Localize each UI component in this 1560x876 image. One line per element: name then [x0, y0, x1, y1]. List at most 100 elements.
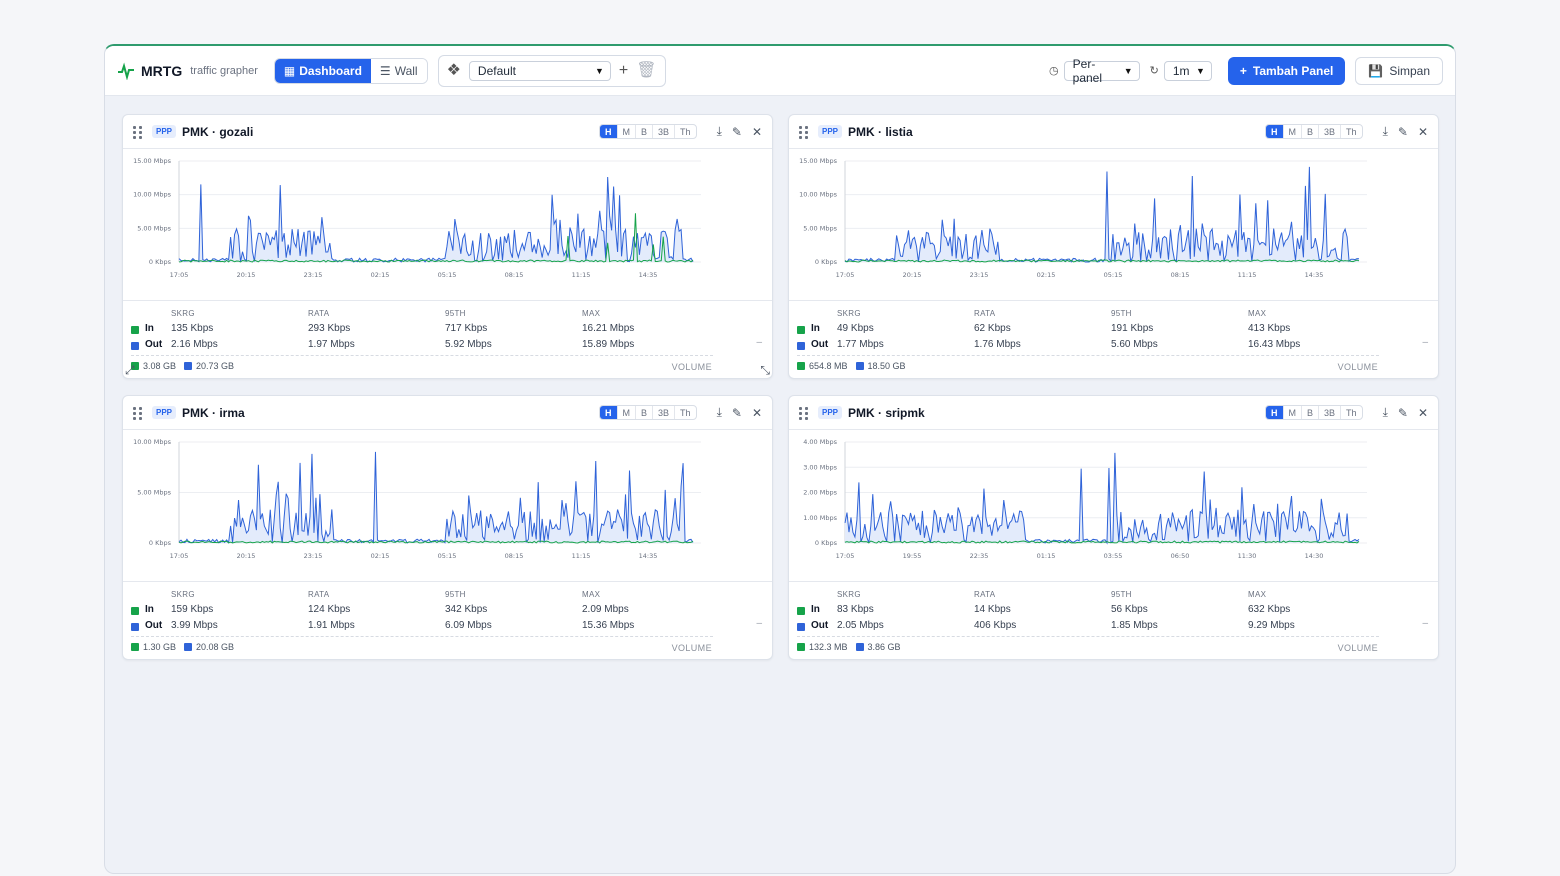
edit-icon[interactable]: ✎: [1397, 405, 1408, 420]
grid-icon: ▦: [283, 63, 296, 78]
in-stat-value: 413 Kbps: [1248, 323, 1291, 334]
in-volume-swatch: [797, 643, 805, 651]
out-series-line: [178, 177, 694, 263]
range-button-3b[interactable]: 3B: [653, 406, 676, 419]
chart-svg: 15.00 Mbps 10.00 Mbps 5.00 Mbps 0 Kbps 17:05…: [799, 157, 1367, 279]
edit-icon[interactable]: ✎: [1397, 124, 1408, 139]
refresh-select[interactable]: 1m ▼: [1163, 60, 1212, 81]
stat-header: MAX: [1248, 590, 1267, 599]
stat-header: 95TH: [1111, 590, 1132, 599]
save-button[interactable]: 💾 Simpan: [1355, 56, 1443, 85]
in-stat-value: 16.21 Mbps: [582, 323, 635, 334]
range-button-3b[interactable]: 3B: [653, 125, 676, 138]
trash-icon[interactable]: 🗑: [636, 61, 657, 79]
out-label: Out: [811, 339, 829, 350]
drag-handle-icon[interactable]: [133, 125, 142, 139]
y-tick-label: 5.00 Mbps: [137, 489, 171, 497]
collapse-toggle[interactable]: –: [756, 337, 762, 348]
range-button-b[interactable]: B: [636, 406, 654, 419]
range-button-m[interactable]: M: [1284, 125, 1303, 138]
y-tick-label: 0 Kbps: [149, 539, 172, 547]
volume-row: 132.3 MB 3.86 GB: [797, 642, 901, 652]
drag-handle-icon[interactable]: [133, 406, 142, 420]
range-button-b[interactable]: B: [1302, 125, 1320, 138]
scope-select[interactable]: Per-panel ▼: [1063, 57, 1140, 85]
in-swatch: [131, 607, 139, 615]
x-tick-label: 11:15: [572, 552, 591, 560]
close-icon[interactable]: ✕: [751, 405, 762, 420]
resize-handle-icon[interactable]: ⤢: [125, 363, 135, 377]
x-tick-label: 17:05: [836, 271, 855, 279]
refresh-control: ↻ 1m ▼: [1150, 60, 1212, 81]
stat-header: SKRG: [837, 309, 861, 318]
volume-label: VOLUME: [1337, 643, 1378, 653]
traffic-panel: PPP PMK · sripmk H M B 3B Th ⤓ ✎ ✕ 4.00 Mbps 3.00 M…: [788, 395, 1439, 660]
close-icon[interactable]: ✕: [751, 124, 762, 139]
add-panel-button[interactable]: + Tambah Panel: [1227, 56, 1346, 85]
volume-label: VOLUME: [1337, 362, 1378, 372]
range-button-th[interactable]: Th: [1346, 407, 1357, 418]
app-subtitle: traffic grapher: [190, 64, 258, 77]
x-tick-label: 05:15: [438, 271, 457, 279]
wall-label: Wall: [394, 63, 418, 78]
stat-header: 95TH: [445, 590, 466, 599]
drag-handle-icon[interactable]: [799, 125, 808, 139]
range-button-3b[interactable]: 3B: [1319, 125, 1342, 138]
range-button-h[interactable]: H: [600, 406, 618, 419]
out-series-area: [845, 452, 1359, 543]
x-tick-label: 14:35: [639, 552, 658, 560]
y-tick-label: 1.00 Mbps: [803, 514, 837, 522]
add-layout-icon[interactable]: +: [618, 61, 629, 79]
dashboard-view-button[interactable]: ▦ Dashboard: [274, 58, 371, 83]
out-stat-value: 1.91 Mbps: [308, 620, 355, 631]
in-volume-swatch: [797, 362, 805, 370]
close-icon[interactable]: ✕: [1417, 405, 1428, 420]
download-icon[interactable]: ⤓: [716, 124, 722, 138]
edit-icon[interactable]: ✎: [731, 124, 742, 139]
volume-row: 654.8 MB 18.50 GB: [797, 361, 906, 371]
wall-view-button[interactable]: ☰ Wall: [370, 58, 427, 83]
close-icon[interactable]: ✕: [1417, 124, 1428, 139]
out-stat-value: 9.29 Mbps: [1248, 620, 1295, 631]
resize-handle-icon[interactable]: ⤡: [760, 363, 770, 377]
download-icon[interactable]: ⤓: [716, 405, 722, 419]
y-tick-label: 3.00 Mbps: [803, 463, 837, 471]
collapse-toggle[interactable]: –: [1422, 618, 1428, 629]
panel-header: PPP PMK · irma H M B 3B Th ⤓ ✎ ✕: [123, 396, 772, 430]
out-series-line: [178, 451, 694, 544]
range-button-b[interactable]: B: [1302, 406, 1320, 419]
range-button-th[interactable]: Th: [680, 407, 691, 418]
range-button-h[interactable]: H: [1266, 125, 1284, 138]
out-swatch: [131, 623, 139, 631]
layout-select[interactable]: Default ▼: [468, 60, 611, 81]
stats-divider: [797, 636, 1379, 637]
range-button-h[interactable]: H: [600, 125, 618, 138]
out-volume-value: 3.86 GB: [867, 642, 901, 652]
save-icon: 💾: [1368, 63, 1384, 78]
collapse-toggle[interactable]: –: [756, 618, 762, 629]
out-stat-value: 1.85 Mbps: [1111, 620, 1158, 631]
range-button-3b[interactable]: 3B: [1319, 406, 1342, 419]
download-icon[interactable]: ⤓: [1382, 405, 1388, 419]
chart-svg: 10.00 Mbps 5.00 Mbps 0 Kbps 17:05 20:15 23:15…: [133, 438, 701, 560]
out-stat-value: 2.05 Mbps: [837, 620, 884, 631]
out-stat-value: 1.97 Mbps: [308, 339, 355, 350]
volume-row: 1.30 GB 20.08 GB: [131, 642, 234, 652]
range-button-th[interactable]: Th: [680, 126, 691, 137]
stats-table: SKRG RATA 95TH MAX In Out 83 Kbps 14 Kbps 56 Kbp…: [789, 582, 1438, 661]
collapse-toggle[interactable]: –: [1422, 337, 1428, 348]
refresh-select-value: 1m: [1172, 63, 1190, 78]
range-button-m[interactable]: M: [618, 125, 637, 138]
in-stat-value: 14 Kbps: [974, 604, 1011, 615]
drag-handle-icon[interactable]: [799, 406, 808, 420]
range-button-h[interactable]: H: [1266, 406, 1284, 419]
range-button-th[interactable]: Th: [1346, 126, 1357, 137]
range-button-m[interactable]: M: [1284, 406, 1303, 419]
panel-title: PMK · irma: [182, 405, 245, 420]
edit-icon[interactable]: ✎: [731, 405, 742, 420]
app-name: MRTG: [141, 62, 183, 79]
in-stat-value: 632 Kbps: [1248, 604, 1291, 615]
download-icon[interactable]: ⤓: [1382, 124, 1388, 138]
range-button-b[interactable]: B: [636, 125, 654, 138]
range-button-m[interactable]: M: [618, 406, 637, 419]
